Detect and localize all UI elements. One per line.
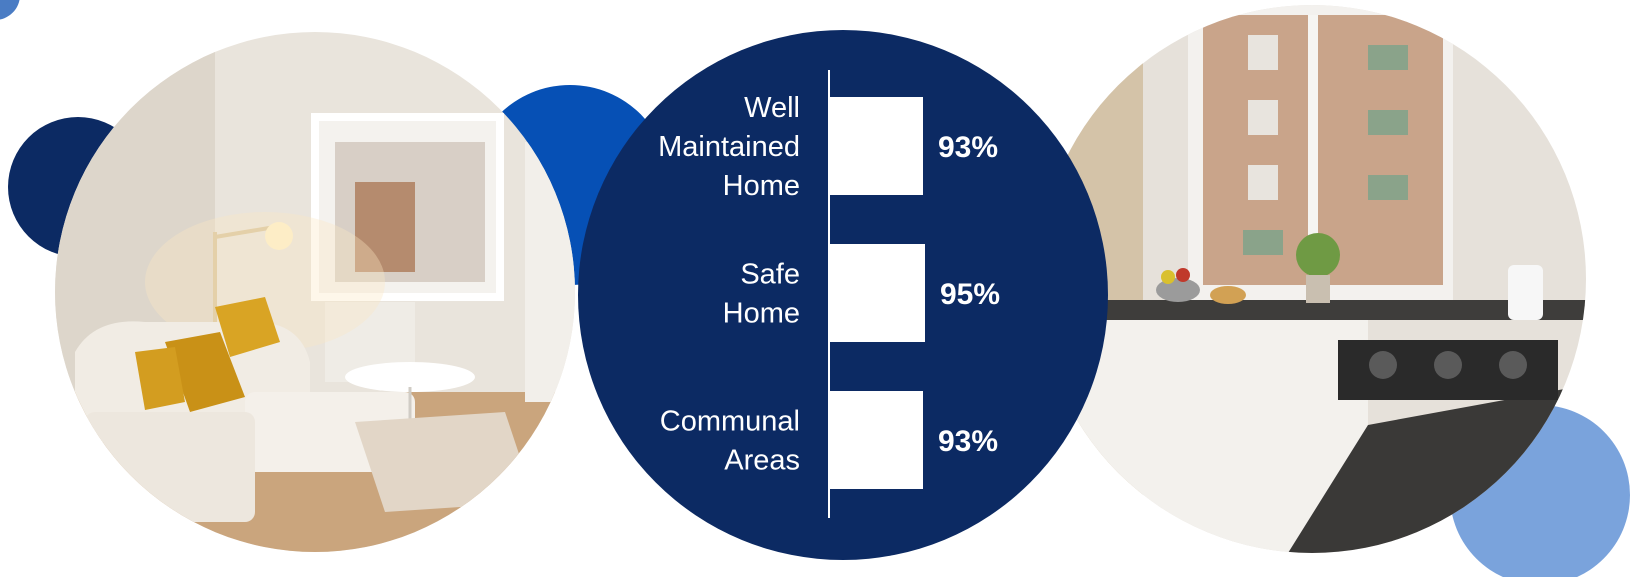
category-label-line: Home: [723, 170, 800, 202]
value-label-0: 93%: [938, 131, 998, 164]
category-label-line: Maintained: [658, 131, 800, 163]
bar-1: [830, 244, 925, 342]
category-label-line: Areas: [724, 445, 800, 477]
category-label-line: Home: [723, 298, 800, 330]
category-label-line: Well: [744, 92, 800, 124]
value-label-2: 93%: [938, 425, 998, 458]
value-label-1: 95%: [940, 278, 1000, 311]
bar-2: [830, 391, 923, 489]
category-label-2: Communal Areas: [660, 406, 800, 477]
chart-circle: 93% Well Maintained Home 95% Safe Home 93% Commu…: [578, 30, 1108, 560]
decor-corner-arc: [0, 0, 20, 20]
category-label-line: Safe: [740, 259, 800, 291]
category-label-0: Well Maintained Home: [658, 92, 800, 202]
chart-marks: 93% Well Maintained Home 95% Safe Home 93% Commu…: [658, 92, 1000, 489]
bar-chart: 93% Well Maintained Home 95% Safe Home 93% Commu…: [658, 70, 1000, 518]
living-room-photo: [55, 32, 575, 552]
kitchen-photo: [1038, 5, 1586, 553]
bar-0: [830, 97, 923, 195]
category-label-1: Safe Home: [723, 259, 800, 330]
category-label-line: Communal: [660, 406, 800, 438]
